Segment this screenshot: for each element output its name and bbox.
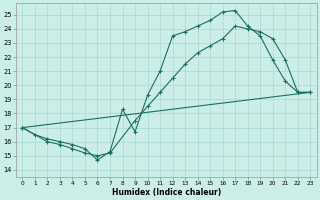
X-axis label: Humidex (Indice chaleur): Humidex (Indice chaleur) <box>112 188 221 197</box>
